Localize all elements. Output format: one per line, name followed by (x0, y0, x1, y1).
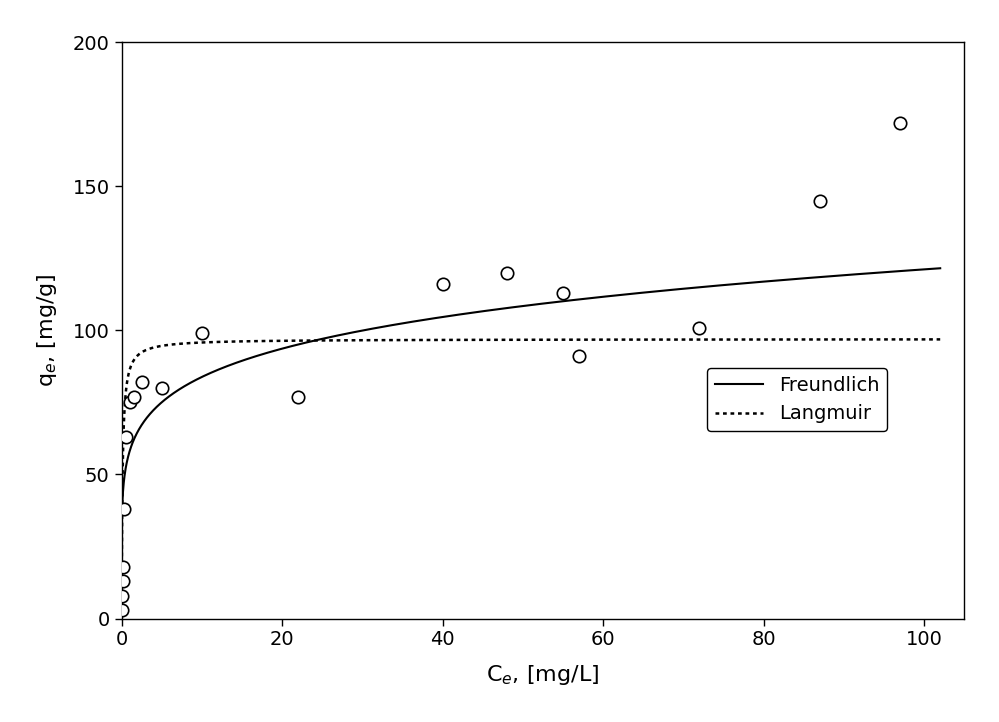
Point (116, 503, 132, 515)
Point (114, 604, 130, 616)
Point (691, 322, 707, 334)
Point (555, 287, 571, 299)
Point (115, 575, 131, 587)
Y-axis label: q$_e$, [mg/g]: q$_e$, [mg/g] (35, 274, 59, 387)
Point (118, 431, 134, 443)
Point (812, 195, 828, 206)
Legend: Freundlich, Langmuir: Freundlich, Langmuir (707, 368, 887, 431)
Point (126, 391, 142, 402)
Point (154, 382, 170, 393)
X-axis label: C$_e$, [mg/L]: C$_e$, [mg/L] (487, 664, 599, 687)
Point (134, 376, 150, 388)
Point (435, 279, 451, 290)
Point (114, 590, 130, 601)
Point (115, 561, 131, 573)
Point (290, 391, 306, 402)
Point (122, 396, 138, 408)
Point (571, 351, 587, 362)
Point (499, 267, 514, 279)
Point (194, 328, 210, 339)
Point (892, 117, 908, 129)
